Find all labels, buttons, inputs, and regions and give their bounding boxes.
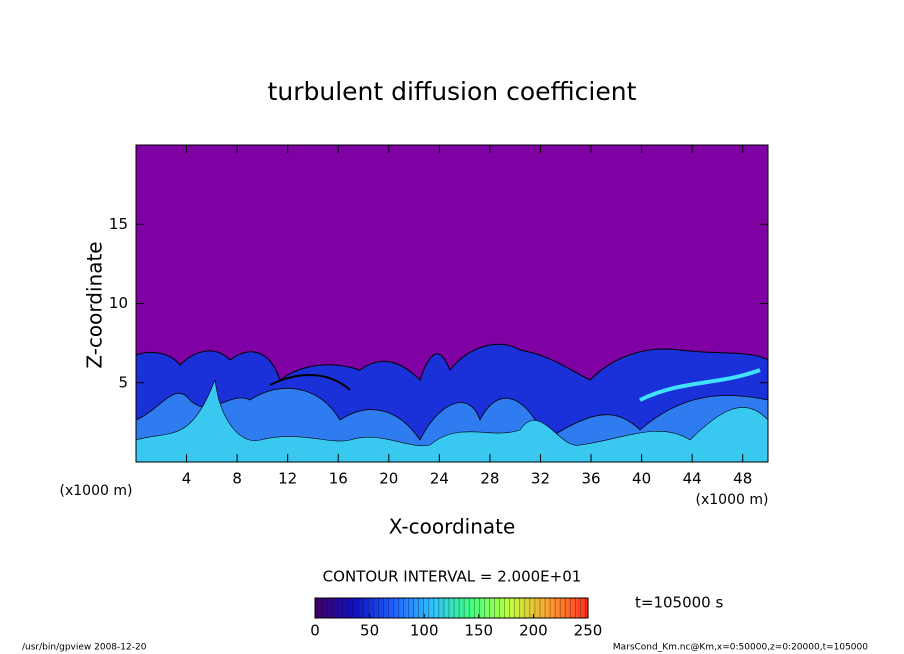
y-unit: (x1000 m) [60, 483, 133, 499]
footer-left: /usr/bin/gpview 2008-12-20 [22, 643, 147, 653]
x-tick-label: 8 [232, 470, 242, 488]
colorbar-tick-label: 100 [410, 622, 439, 640]
contour-interval: CONTOUR INTERVAL = 2.000E+01 [323, 568, 582, 586]
x-tick-label: 28 [480, 470, 499, 488]
colorbar-tick-label: 250 [574, 622, 603, 640]
x-tick-label: 48 [733, 470, 752, 488]
x-tick-label: 44 [683, 470, 702, 488]
x-unit: (x1000 m) [696, 492, 769, 508]
colorbar-tick-label: 50 [360, 622, 379, 640]
y-tick-label: 10 [109, 294, 128, 312]
colorbar-tick-label: 0 [310, 622, 320, 640]
colorbar-tick-label: 150 [464, 622, 493, 640]
x-axis-label: X-coordinate [389, 515, 516, 539]
x-tick-label: 24 [430, 470, 449, 488]
x-tick-label: 32 [531, 470, 550, 488]
y-tick-label: 15 [109, 215, 128, 233]
y-tick-label: 5 [118, 373, 128, 391]
field [136, 343, 768, 462]
field-region [136, 379, 768, 462]
field-contour [639, 368, 761, 402]
x-tick-label: 4 [182, 470, 192, 488]
x-tick-label: 16 [329, 470, 348, 488]
x-tick-label: 36 [581, 470, 600, 488]
x-tick-label: 40 [632, 470, 651, 488]
x-tick-label: 20 [379, 470, 398, 488]
colorbar-tick-label: 200 [519, 622, 548, 640]
y-axis-label: Z-coordinate [83, 241, 107, 368]
time-label: t=105000 s [635, 594, 723, 612]
footer-right: MarsCond_Km.nc@Km,x=0:50000,z=0:20000,t=… [613, 643, 868, 653]
x-tick-label: 12 [278, 470, 297, 488]
colorbar [314, 597, 589, 619]
field-contour [269, 374, 351, 391]
chart-title: turbulent diffusion coefficient [268, 77, 637, 106]
